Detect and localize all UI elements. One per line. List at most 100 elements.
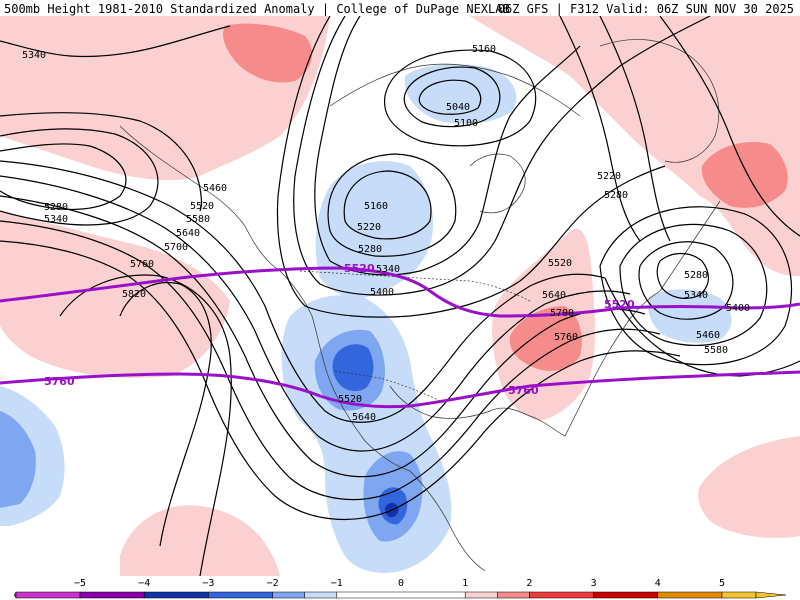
contour-label: 5160 — [364, 201, 388, 212]
colorbar-band — [657, 591, 723, 599]
anomaly-pos-mid-atlantic — [698, 436, 800, 538]
contour-label: 5280 — [44, 202, 68, 213]
colorbar-tick-label: −1 — [331, 578, 343, 589]
contour-label: 5220 — [357, 222, 381, 233]
contour-5100 — [403, 66, 501, 128]
colorbar-tick-label: −2 — [267, 578, 279, 589]
colorbar-tick-label: −5 — [74, 578, 86, 589]
contour-label: 5160 — [472, 44, 496, 55]
colorbar-tick-label: 3 — [591, 578, 597, 589]
contour-label: 5580 — [186, 214, 210, 225]
anomaly-pos-west-pacific — [0, 211, 230, 378]
coastline-greenland — [599, 39, 720, 163]
colorbar-band — [464, 591, 498, 599]
colorbar-tick-label: 4 — [655, 578, 661, 589]
contour-labels: 5340 5160 5040 5100 5460 5280 5340 5520 … — [22, 44, 750, 423]
anomaly-strong-pos-atlantic — [701, 142, 788, 208]
coastline-alaska — [119, 125, 281, 272]
contour-label: 5400 — [370, 287, 394, 298]
contour-label: 5400 — [726, 303, 750, 314]
coastline-west-coast — [279, 270, 411, 472]
contour-5460-w — [0, 112, 203, 212]
contour-label: 5760 — [130, 259, 154, 270]
coastline-canada-east — [659, 200, 721, 292]
color-scale-bands — [13, 591, 787, 599]
color-scale-bar: −5 −4 −3 −2 −1 0 1 2 3 4 5 — [0, 576, 800, 600]
contour-5520-main — [0, 160, 606, 423]
contour-label: 5220 — [597, 171, 621, 182]
highlight-contour-5760 — [0, 370, 800, 409]
contour-5160-n — [383, 49, 537, 147]
contour-label: 5700 — [164, 242, 188, 253]
coastline-gulf — [389, 385, 566, 437]
strong-negative-anomaly-shading — [332, 344, 408, 525]
contour-5340-nw — [0, 25, 231, 58]
colorbar-tick-label: −4 — [138, 578, 150, 589]
colorbar-left-arrow — [13, 591, 17, 599]
contour-label: 5280 — [358, 244, 382, 255]
anomaly-map: 5340 5160 5040 5100 5460 5280 5340 5520 … — [0, 16, 800, 576]
strong-positive-anomaly-shading — [223, 23, 788, 371]
contour-5040 — [418, 79, 482, 115]
map-title: 500mb Height 1981-2010 Standardized Anom… — [4, 2, 510, 16]
highlight-contour-label: 5760 — [44, 375, 75, 388]
colorbar-tick-label: 0 — [398, 578, 404, 589]
contour-5280-w — [0, 143, 127, 210]
contour-5520-ne — [659, 16, 800, 237]
contour-5820 — [119, 282, 212, 547]
contour-label: 5700 — [550, 308, 574, 319]
colorbar-band — [497, 591, 530, 599]
contour-label: 5100 — [454, 118, 478, 129]
contour-5280-e — [599, 16, 671, 242]
colorbar-band — [208, 591, 273, 599]
contour-label: 5340 — [44, 214, 68, 225]
colorbar-tick-label: 2 — [526, 578, 532, 589]
contour-5820-b — [59, 274, 232, 576]
contour-5160-c — [343, 170, 432, 240]
contour-5280-c — [314, 16, 581, 276]
colorbar-band — [304, 591, 338, 599]
colorbar-tick-label: −3 — [202, 578, 214, 589]
contour-5760-main — [0, 240, 681, 520]
contour-label: 5760 — [554, 332, 578, 343]
anomaly-neg-north-atlantic — [648, 289, 732, 343]
contour-label: 5280 — [684, 270, 708, 281]
contour-label: 5820 — [122, 289, 146, 300]
colorbar-band — [272, 591, 305, 599]
colorbar-band — [143, 591, 209, 599]
anomaly-mod-neg-pacific — [0, 411, 36, 508]
contour-5580-ne — [604, 277, 800, 377]
coastline-central-america — [409, 470, 486, 572]
contour-5400-c — [276, 16, 666, 318]
map-header: 500mb Height 1981-2010 Standardized Anom… — [0, 0, 800, 16]
contour-5460-ne — [599, 206, 793, 366]
contour-5340-c — [293, 16, 711, 296]
contour-label: 5520 — [338, 394, 362, 405]
border-us-canada — [299, 270, 531, 302]
colorbar-band — [336, 591, 466, 599]
anomaly-strong-pos-ohio-valley — [509, 306, 582, 371]
model-run-info: 06Z GFS | F312 Valid: 06Z SUN NOV 30 202… — [497, 2, 794, 16]
coastlines — [119, 39, 721, 572]
contour-label: 5640 — [176, 228, 200, 239]
contour-label: 5640 — [352, 412, 376, 423]
colorbar-band — [529, 591, 594, 599]
height-contours — [0, 16, 800, 576]
contour-label: 5280 — [604, 190, 628, 201]
highlight-contour-label: 5760 — [508, 384, 539, 397]
contour-label: 5040 — [446, 102, 470, 113]
anomaly-pos-south-pacific — [120, 505, 280, 576]
contour-5640-main — [0, 195, 646, 478]
highlight-contour-label: 5520 — [604, 298, 635, 311]
contour-label: 5640 — [542, 290, 566, 301]
anomaly-strong-pos-alaska — [223, 23, 313, 83]
border-us-mexico — [334, 370, 441, 402]
contour-label: 5460 — [696, 330, 720, 341]
color-scale-ticks: −5 −4 −3 −2 −1 0 1 2 3 4 5 — [74, 578, 725, 589]
colorbar-tick-label: 5 — [719, 578, 725, 589]
contour-5340-w — [0, 128, 159, 226]
colorbar-band — [79, 591, 145, 599]
colorbar-band — [721, 591, 757, 599]
contour-label: 5340 — [376, 264, 400, 275]
contour-label: 5580 — [704, 345, 728, 356]
